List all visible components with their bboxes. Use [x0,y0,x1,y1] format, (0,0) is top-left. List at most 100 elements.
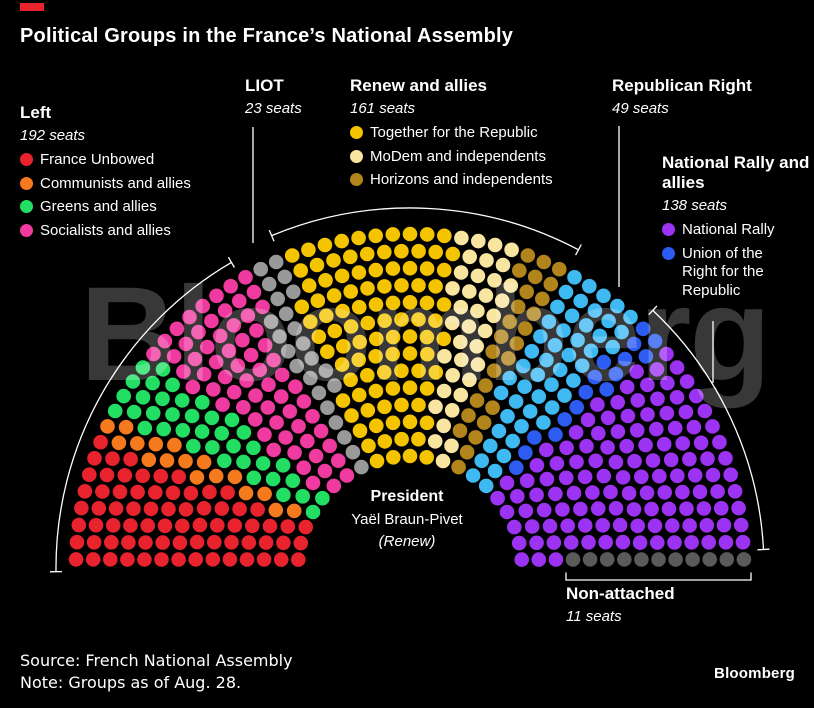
seat-dot [596,354,612,370]
seat-dot [227,518,243,533]
seat-dot [649,421,664,437]
seat-dot [286,284,301,300]
seat-dot [320,344,335,360]
seat-dot [626,336,642,352]
seat-dot [570,332,585,348]
seat-dot [623,309,638,325]
seat-dot [157,333,173,349]
seat-dot [527,430,542,445]
seat-dot [344,408,359,423]
seat-dot [196,454,212,470]
seat-dot [402,380,418,396]
president-label: President [370,488,444,505]
seat-dot [663,452,679,468]
legend-item-label: National Rally [682,221,775,238]
legend-republican-right: Republican Right 49 seats [612,76,752,119]
seat-dot [635,321,651,337]
seat-dot [161,501,176,517]
seat-dot [650,535,665,550]
seat-dot [248,388,263,403]
seat-dot [215,397,230,412]
seat-dot [120,552,135,567]
seat-dot [359,246,375,262]
seat-dot [208,354,224,370]
seat-dot [223,278,238,294]
seat-dot [701,535,716,550]
seat-dot [260,400,276,415]
seat-dot [587,303,603,318]
seat-dot [667,420,683,436]
seat-dot [273,552,289,567]
seat-dot [678,404,694,420]
seat-dot [686,419,702,435]
seat-dot [476,415,492,430]
seat-dot [718,535,734,550]
seat-dot [268,502,284,518]
seat-dot [123,451,138,467]
legend-group-seats: 11 seats [566,608,622,625]
seat-dot [684,535,699,550]
seat-dot [565,552,581,567]
seat-dot [360,368,375,383]
seat-dot [437,349,452,364]
seat-dot [566,485,582,501]
seat-dot [580,412,596,428]
seat-dot [217,453,232,469]
seat-dot [428,279,443,294]
seat-dot [246,470,262,486]
source-text: Source: French National Assembly [20,651,293,670]
seat-dot [368,228,384,244]
seat-dot [667,535,682,550]
seat-dot [569,400,584,415]
seat-dot [539,442,554,458]
seat-dot [226,438,241,454]
seat-dot [269,415,284,430]
seat-dot [731,500,746,516]
seat-dot [343,249,358,265]
seat-dot [569,454,584,470]
seat-dot [394,431,409,447]
seat-dot [549,456,565,471]
seat-dot [652,468,667,484]
seat-dot [454,352,469,368]
seat-dot [123,518,138,533]
seat-dot [118,419,134,435]
seat-dot [335,393,351,408]
seat-dot [536,415,551,430]
seat-dot [644,501,659,517]
seat-dot [385,227,401,242]
seat-dot [514,552,529,567]
seat-dot [524,344,540,359]
seat-dot [287,445,302,460]
seat-dot [600,410,616,426]
seat-dot [669,360,685,375]
seat-dot [236,400,251,415]
seat-dot [577,518,593,533]
seat-dot [270,291,286,307]
seat-dot [468,430,483,445]
seat-dot [453,299,469,315]
seat-dot [206,382,221,397]
group-bracket [648,305,770,551]
seat-dot [588,453,603,469]
seat-dot [445,246,461,262]
seat-dot [621,485,637,501]
seat-dot [469,393,485,408]
seat-dot [566,373,581,388]
seat-dot [112,484,128,500]
seat-dot [145,405,161,421]
legend-group-title: Renew and allies [350,76,487,95]
seat-dot [529,487,544,503]
seat-dot [669,390,685,405]
seat-dot [510,299,526,315]
seat-dot [235,332,250,348]
seat-dot [186,438,201,454]
seat-dot [184,408,200,424]
seat-dot [361,438,376,454]
seat-dot [445,281,460,296]
seat-dot [710,484,725,499]
legend-group-seats: 192 seats [20,127,86,144]
seat-dot [452,423,468,439]
seat-dot [693,435,709,451]
seat-dot [428,365,444,380]
